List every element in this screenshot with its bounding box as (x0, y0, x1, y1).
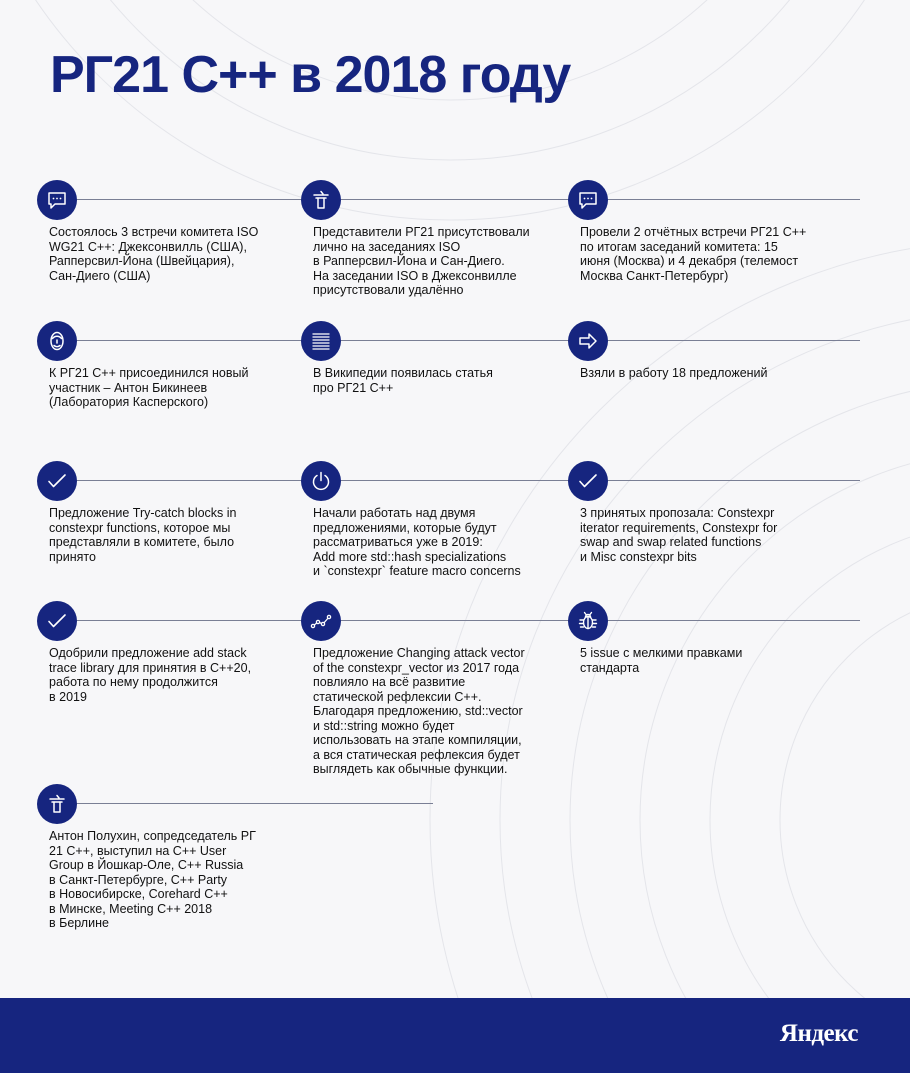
item-text: 5 issue с мелкими правками стандарта (580, 646, 743, 675)
divider-line (604, 199, 860, 200)
item-text: Состоялось 3 встречи комитета ISO WG21 C… (49, 225, 259, 283)
footer: Яндекс (0, 998, 910, 1073)
chat-bubble-icon (568, 180, 608, 220)
divider-line (73, 480, 323, 481)
bug-icon (568, 601, 608, 641)
podium-icon (301, 180, 341, 220)
item-text: Предложение Try-catch blocks in constexp… (49, 506, 237, 564)
divider-line (604, 480, 860, 481)
checkmark-icon (37, 461, 77, 501)
divider-line (337, 199, 587, 200)
divider-line (604, 340, 860, 341)
item-text: В Википедии появилась статья про РГ21 С+… (313, 366, 493, 395)
item-text: Представители РГ21 присутствовали лично … (313, 225, 530, 297)
power-icon (301, 461, 341, 501)
chat-bubble-icon (37, 180, 77, 220)
divider-line (73, 620, 323, 621)
item-text: Взяли в работу 18 предложений (580, 366, 768, 380)
background-arcs (35, 0, 910, 1000)
divider-line (73, 340, 323, 341)
divider-line (73, 199, 323, 200)
item-text: К РГ21 С++ присоединился новый участник … (49, 366, 249, 409)
page-title: РГ21 С++ в 2018 году (50, 46, 571, 104)
graph-nodes-icon (301, 601, 341, 641)
document-lines-icon (301, 321, 341, 361)
yandex-logo: Яндекс (779, 1020, 859, 1047)
item-text: Провели 2 отчётных встречи РГ21 С++ по и… (580, 225, 807, 283)
item-text: Начали работать над двумя предложениями,… (313, 506, 521, 578)
item-text: Антон Полухин, сопредседатель РГ 21 C++,… (49, 829, 256, 930)
arrow-right-icon (568, 321, 608, 361)
item-text: Предложение Changing attack vector of th… (313, 646, 525, 776)
checkmark-icon (37, 601, 77, 641)
item-text: 3 принятых пропозала: Constexpr iterator… (580, 506, 778, 564)
divider-line (604, 620, 860, 621)
item-text: Одобрили предложение add stack trace lib… (49, 646, 252, 704)
divider-line (337, 340, 587, 341)
checkmark-icon (568, 461, 608, 501)
podium-icon (37, 784, 77, 824)
person-icon (37, 321, 77, 361)
divider-line (337, 620, 587, 621)
divider-line (337, 480, 587, 481)
divider-line (73, 803, 433, 804)
